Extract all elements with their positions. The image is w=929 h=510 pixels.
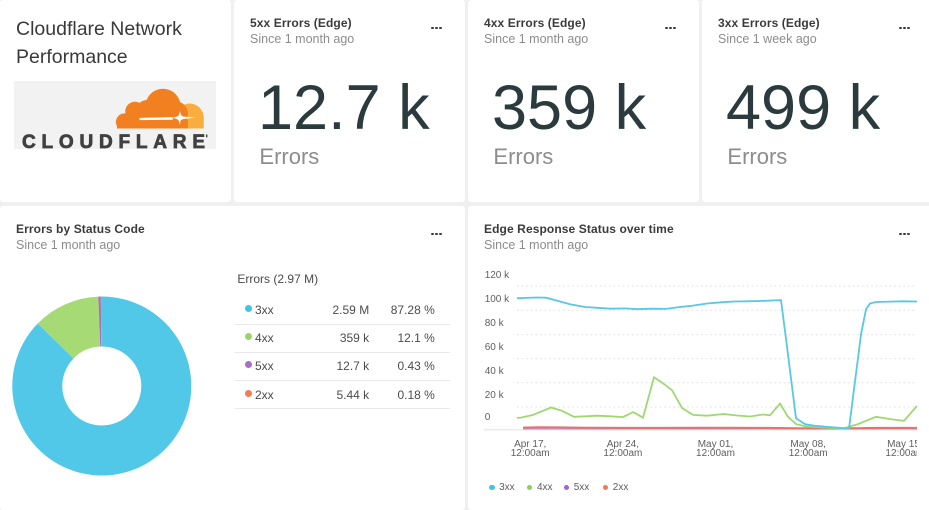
svg-text:CLOUDFLARE: CLOUDFLARE xyxy=(22,132,205,149)
